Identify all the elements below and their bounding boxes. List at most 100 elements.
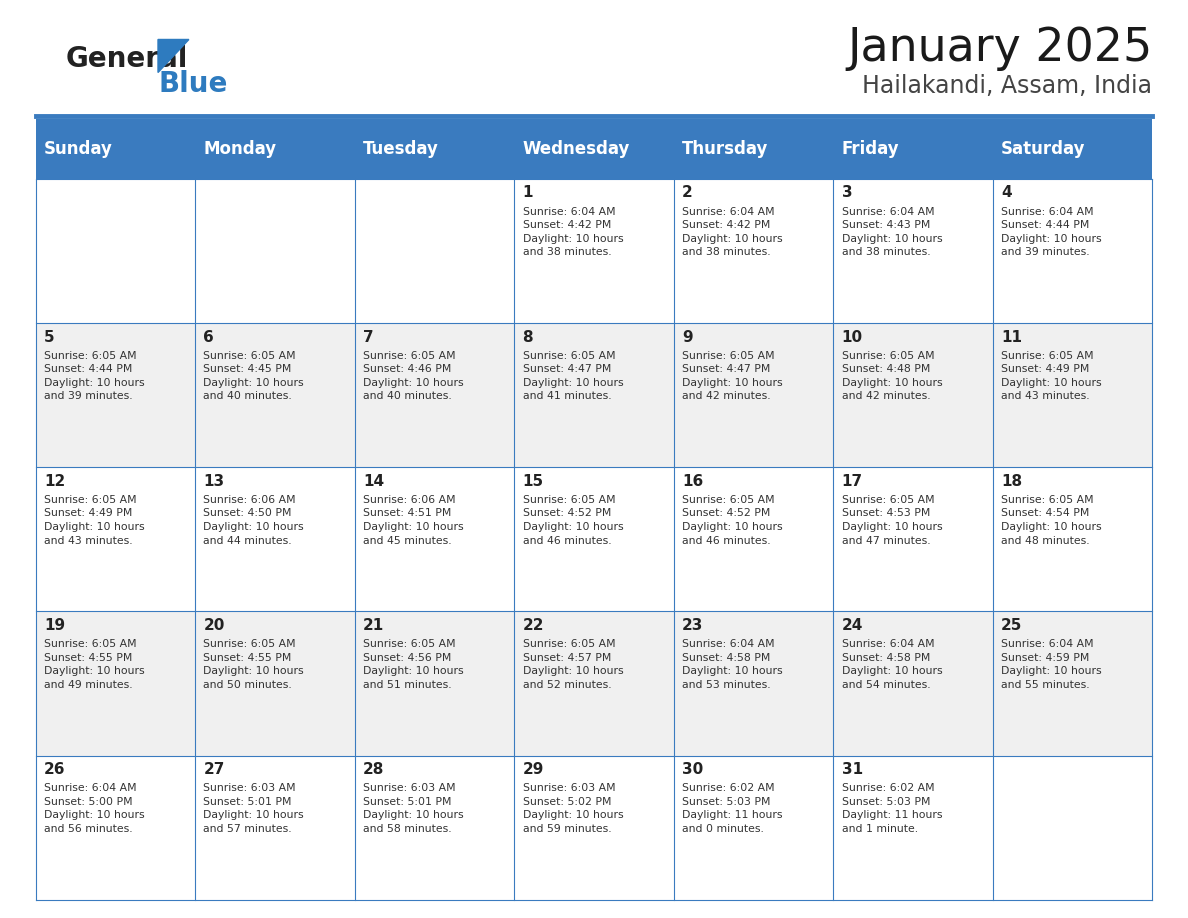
Bar (993, 756, 1152, 900)
Text: 12: 12 (44, 474, 65, 488)
Text: Sunrise: 6:05 AM
Sunset: 4:47 PM
Daylight: 10 hours
and 41 minutes.: Sunrise: 6:05 AM Sunset: 4:47 PM Dayligh… (523, 351, 624, 401)
Text: General: General (65, 45, 188, 73)
Bar (36, 323, 195, 467)
Bar (833, 467, 993, 611)
Text: Sunrise: 6:04 AM
Sunset: 4:43 PM
Daylight: 10 hours
and 38 minutes.: Sunrise: 6:04 AM Sunset: 4:43 PM Dayligh… (841, 207, 942, 257)
Text: 6: 6 (203, 330, 214, 344)
Bar (195, 323, 355, 467)
Text: Sunrise: 6:05 AM
Sunset: 4:53 PM
Daylight: 10 hours
and 47 minutes.: Sunrise: 6:05 AM Sunset: 4:53 PM Dayligh… (841, 495, 942, 545)
Text: Sunrise: 6:02 AM
Sunset: 5:03 PM
Daylight: 11 hours
and 1 minute.: Sunrise: 6:02 AM Sunset: 5:03 PM Dayligh… (841, 783, 942, 834)
Text: Sunrise: 6:04 AM
Sunset: 4:44 PM
Daylight: 10 hours
and 39 minutes.: Sunrise: 6:04 AM Sunset: 4:44 PM Dayligh… (1001, 207, 1101, 257)
Bar (833, 611, 993, 756)
Bar (36, 467, 195, 611)
Text: 27: 27 (203, 762, 225, 777)
Text: Sunrise: 6:03 AM
Sunset: 5:02 PM
Daylight: 10 hours
and 59 minutes.: Sunrise: 6:03 AM Sunset: 5:02 PM Dayligh… (523, 783, 624, 834)
Text: 20: 20 (203, 618, 225, 633)
Polygon shape (158, 39, 189, 73)
Text: Sunrise: 6:05 AM
Sunset: 4:54 PM
Daylight: 10 hours
and 48 minutes.: Sunrise: 6:05 AM Sunset: 4:54 PM Dayligh… (1001, 495, 1101, 545)
Bar (993, 467, 1152, 611)
Text: Sunrise: 6:05 AM
Sunset: 4:48 PM
Daylight: 10 hours
and 42 minutes.: Sunrise: 6:05 AM Sunset: 4:48 PM Dayligh… (841, 351, 942, 401)
Text: 22: 22 (523, 618, 544, 633)
Text: 10: 10 (841, 330, 862, 344)
Text: 1: 1 (523, 185, 533, 200)
Text: Wednesday: Wednesday (523, 140, 630, 158)
Text: 13: 13 (203, 474, 225, 488)
Text: 25: 25 (1001, 618, 1023, 633)
Text: 16: 16 (682, 474, 703, 488)
Text: Monday: Monday (203, 140, 277, 158)
Text: 4: 4 (1001, 185, 1012, 200)
Bar (195, 179, 355, 323)
Text: Sunrise: 6:05 AM
Sunset: 4:55 PM
Daylight: 10 hours
and 49 minutes.: Sunrise: 6:05 AM Sunset: 4:55 PM Dayligh… (44, 639, 145, 689)
Bar (355, 611, 514, 756)
Bar (993, 179, 1152, 323)
Text: 8: 8 (523, 330, 533, 344)
Bar (514, 179, 674, 323)
Text: Sunrise: 6:04 AM
Sunset: 4:58 PM
Daylight: 10 hours
and 54 minutes.: Sunrise: 6:04 AM Sunset: 4:58 PM Dayligh… (841, 639, 942, 689)
Bar (674, 179, 833, 323)
Text: Sunrise: 6:04 AM
Sunset: 4:42 PM
Daylight: 10 hours
and 38 minutes.: Sunrise: 6:04 AM Sunset: 4:42 PM Dayligh… (523, 207, 624, 257)
Text: Sunrise: 6:05 AM
Sunset: 4:47 PM
Daylight: 10 hours
and 42 minutes.: Sunrise: 6:05 AM Sunset: 4:47 PM Dayligh… (682, 351, 783, 401)
Bar (355, 119, 514, 179)
Text: January 2025: January 2025 (847, 26, 1152, 72)
Bar (355, 756, 514, 900)
Text: Sunrise: 6:05 AM
Sunset: 4:57 PM
Daylight: 10 hours
and 52 minutes.: Sunrise: 6:05 AM Sunset: 4:57 PM Dayligh… (523, 639, 624, 689)
Text: Blue: Blue (158, 71, 227, 98)
Text: Hailakandi, Assam, India: Hailakandi, Assam, India (862, 74, 1152, 98)
Text: 7: 7 (364, 330, 374, 344)
Bar (993, 323, 1152, 467)
Bar (355, 467, 514, 611)
Bar (195, 611, 355, 756)
Text: 28: 28 (364, 762, 385, 777)
Text: 5: 5 (44, 330, 55, 344)
Text: 26: 26 (44, 762, 65, 777)
Bar (674, 119, 833, 179)
Text: Sunrise: 6:03 AM
Sunset: 5:01 PM
Daylight: 10 hours
and 57 minutes.: Sunrise: 6:03 AM Sunset: 5:01 PM Dayligh… (203, 783, 304, 834)
Text: Sunrise: 6:04 AM
Sunset: 4:59 PM
Daylight: 10 hours
and 55 minutes.: Sunrise: 6:04 AM Sunset: 4:59 PM Dayligh… (1001, 639, 1101, 689)
Text: Sunrise: 6:05 AM
Sunset: 4:52 PM
Daylight: 10 hours
and 46 minutes.: Sunrise: 6:05 AM Sunset: 4:52 PM Dayligh… (523, 495, 624, 545)
Text: Sunday: Sunday (44, 140, 113, 158)
Text: Sunrise: 6:06 AM
Sunset: 4:51 PM
Daylight: 10 hours
and 45 minutes.: Sunrise: 6:06 AM Sunset: 4:51 PM Dayligh… (364, 495, 463, 545)
Text: Friday: Friday (841, 140, 899, 158)
Text: 11: 11 (1001, 330, 1022, 344)
Bar (195, 467, 355, 611)
Bar (993, 119, 1152, 179)
Text: 23: 23 (682, 618, 703, 633)
Text: 29: 29 (523, 762, 544, 777)
Text: Sunrise: 6:05 AM
Sunset: 4:55 PM
Daylight: 10 hours
and 50 minutes.: Sunrise: 6:05 AM Sunset: 4:55 PM Dayligh… (203, 639, 304, 689)
Text: Saturday: Saturday (1000, 140, 1086, 158)
Text: Sunrise: 6:02 AM
Sunset: 5:03 PM
Daylight: 11 hours
and 0 minutes.: Sunrise: 6:02 AM Sunset: 5:03 PM Dayligh… (682, 783, 783, 834)
Bar (674, 467, 833, 611)
Bar (674, 323, 833, 467)
Text: Sunrise: 6:05 AM
Sunset: 4:52 PM
Daylight: 10 hours
and 46 minutes.: Sunrise: 6:05 AM Sunset: 4:52 PM Dayligh… (682, 495, 783, 545)
Bar (833, 119, 993, 179)
Bar (355, 323, 514, 467)
Bar (36, 756, 195, 900)
Bar (36, 611, 195, 756)
Bar (833, 323, 993, 467)
Text: Sunrise: 6:06 AM
Sunset: 4:50 PM
Daylight: 10 hours
and 44 minutes.: Sunrise: 6:06 AM Sunset: 4:50 PM Dayligh… (203, 495, 304, 545)
Text: Sunrise: 6:05 AM
Sunset: 4:46 PM
Daylight: 10 hours
and 40 minutes.: Sunrise: 6:05 AM Sunset: 4:46 PM Dayligh… (364, 351, 463, 401)
Text: 9: 9 (682, 330, 693, 344)
Text: 19: 19 (44, 618, 65, 633)
Text: 21: 21 (364, 618, 384, 633)
Bar (833, 756, 993, 900)
Bar (833, 179, 993, 323)
Text: 24: 24 (841, 618, 862, 633)
Text: Thursday: Thursday (682, 140, 769, 158)
Bar (355, 179, 514, 323)
Text: Sunrise: 6:05 AM
Sunset: 4:49 PM
Daylight: 10 hours
and 43 minutes.: Sunrise: 6:05 AM Sunset: 4:49 PM Dayligh… (1001, 351, 1101, 401)
Text: 18: 18 (1001, 474, 1022, 488)
Text: 2: 2 (682, 185, 693, 200)
Text: Sunrise: 6:04 AM
Sunset: 5:00 PM
Daylight: 10 hours
and 56 minutes.: Sunrise: 6:04 AM Sunset: 5:00 PM Dayligh… (44, 783, 145, 834)
Text: Sunrise: 6:04 AM
Sunset: 4:42 PM
Daylight: 10 hours
and 38 minutes.: Sunrise: 6:04 AM Sunset: 4:42 PM Dayligh… (682, 207, 783, 257)
Bar (195, 119, 355, 179)
Text: Sunrise: 6:04 AM
Sunset: 4:58 PM
Daylight: 10 hours
and 53 minutes.: Sunrise: 6:04 AM Sunset: 4:58 PM Dayligh… (682, 639, 783, 689)
Bar (674, 756, 833, 900)
Text: 31: 31 (841, 762, 862, 777)
Bar (514, 119, 674, 179)
Bar (514, 323, 674, 467)
Text: 30: 30 (682, 762, 703, 777)
Text: Sunrise: 6:05 AM
Sunset: 4:44 PM
Daylight: 10 hours
and 39 minutes.: Sunrise: 6:05 AM Sunset: 4:44 PM Dayligh… (44, 351, 145, 401)
Text: 15: 15 (523, 474, 544, 488)
